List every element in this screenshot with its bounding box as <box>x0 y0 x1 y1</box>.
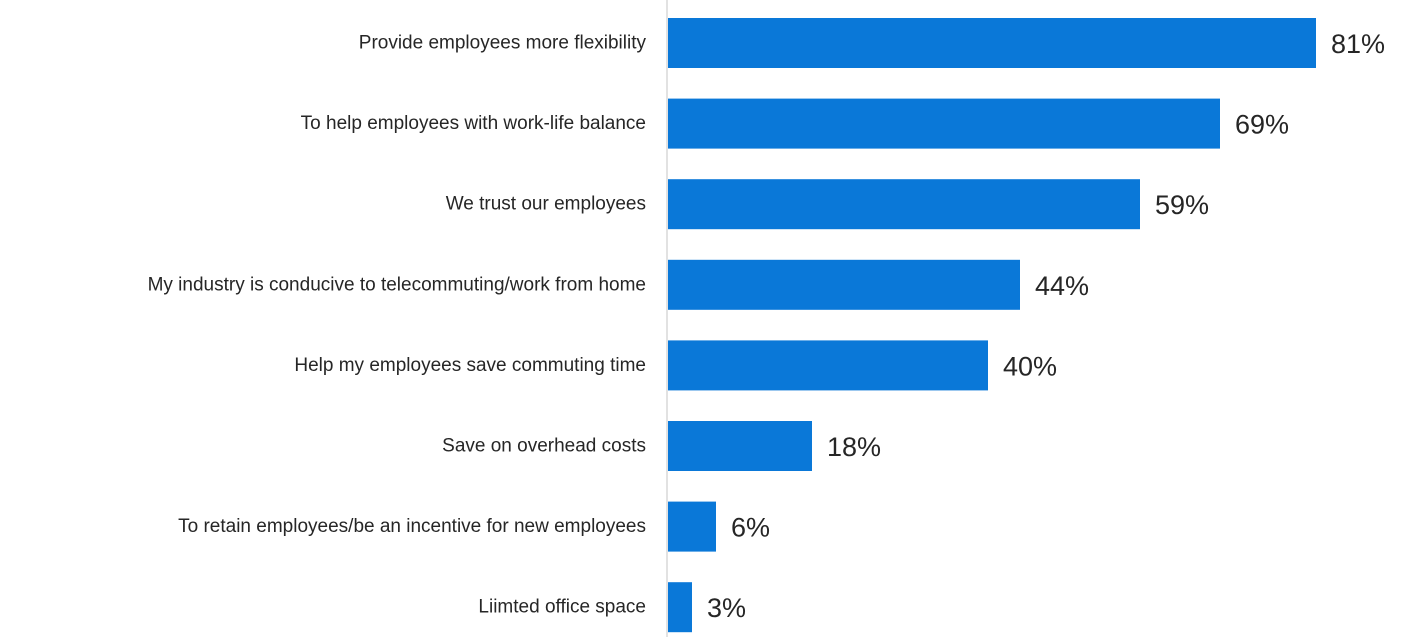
bars-group: Provide employees more flexibility 81% To … <box>148 18 1385 633</box>
value-label: 18% <box>827 432 881 462</box>
bar <box>668 340 988 391</box>
category-label: To help employees with work-life balance <box>301 113 646 134</box>
category-label: Liimted office space <box>478 597 646 618</box>
value-label: 44% <box>1035 271 1089 301</box>
value-label: 3% <box>707 593 746 623</box>
value-label: 40% <box>1003 351 1057 381</box>
bar <box>668 582 692 633</box>
category-label: To retain employees/be an incentive for … <box>178 516 646 537</box>
value-label: 81% <box>1331 29 1385 59</box>
category-label: Help my employees save commuting time <box>294 355 646 376</box>
bar <box>668 179 1140 230</box>
category-label: Save on overhead costs <box>442 436 646 457</box>
bar <box>668 501 716 552</box>
value-label: 6% <box>731 513 770 543</box>
value-label: 69% <box>1235 110 1289 140</box>
bar <box>668 259 1020 310</box>
bar <box>668 18 1316 68</box>
category-label: We trust our employees <box>446 194 646 215</box>
category-label: Provide employees more flexibility <box>359 33 647 54</box>
value-label: 59% <box>1155 190 1209 220</box>
bar <box>668 98 1220 149</box>
bar <box>668 421 812 471</box>
category-label: My industry is conducive to telecommutin… <box>148 274 646 295</box>
